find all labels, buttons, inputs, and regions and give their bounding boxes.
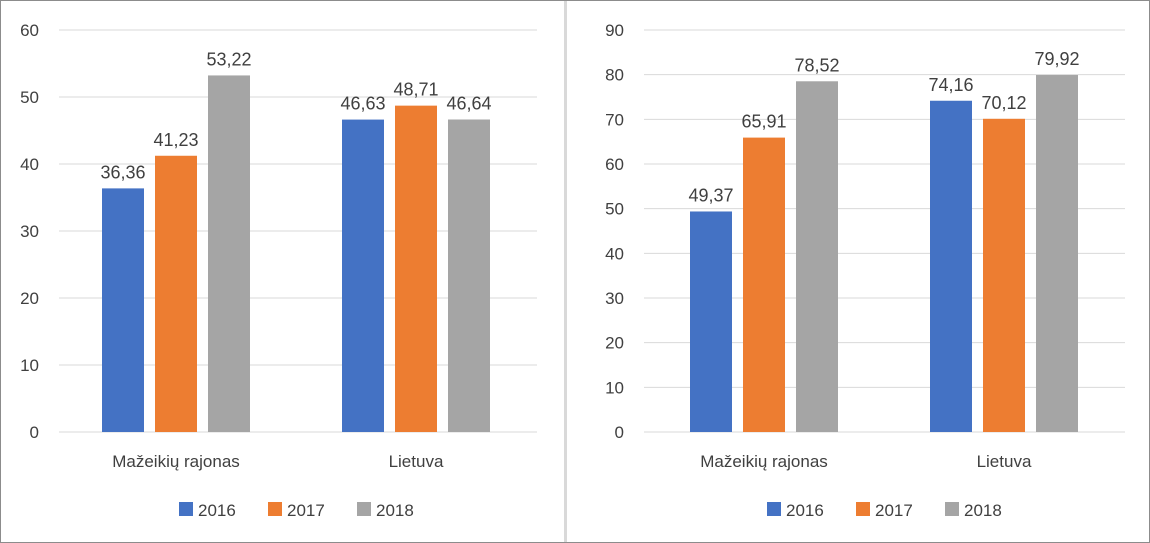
- data-label: 48,71: [393, 80, 438, 100]
- data-label: 79,92: [1034, 49, 1079, 69]
- bar-2017: [155, 155, 197, 432]
- data-label: 46,64: [446, 94, 491, 114]
- legend-swatch-2017: [856, 502, 870, 516]
- y-tick-label: 20: [20, 289, 39, 308]
- y-tick-label: 50: [20, 88, 39, 107]
- data-label: 46,63: [340, 94, 385, 114]
- legend-label: 2018: [964, 501, 1002, 520]
- legend-swatch-2018: [945, 502, 959, 516]
- legend-swatch-2016: [767, 502, 781, 516]
- data-label: 36,36: [100, 162, 145, 182]
- chart-left: 0 10 20 30 40 50 60 36,36 41,23 53,22 Mažeikių raj…: [1, 1, 564, 542]
- legend-label: 2016: [198, 501, 236, 520]
- legend-swatch-2016: [179, 502, 193, 516]
- legend-swatch-2018: [357, 502, 371, 516]
- legend-label: 2016: [786, 501, 824, 520]
- bar-2018: [208, 75, 250, 433]
- data-label: 49,37: [688, 185, 733, 205]
- data-label: 70,12: [981, 93, 1026, 113]
- x-category-label: Lietuva: [977, 452, 1032, 471]
- y-tick-label: 40: [20, 155, 39, 174]
- bar-2016: [102, 188, 144, 432]
- y-tick-label: 40: [605, 244, 624, 263]
- legend-label: 2017: [287, 501, 325, 520]
- data-label: 65,91: [741, 112, 786, 132]
- data-label: 41,23: [153, 130, 198, 150]
- y-tick-label: 10: [20, 356, 39, 375]
- legend-swatch-2017: [268, 502, 282, 516]
- chart-left-svg: 0 10 20 30 40 50 60 36,36 41,23 53,22 Mažeikių raj…: [20, 21, 537, 520]
- y-tick-label: 70: [605, 110, 624, 129]
- y-tick-label: 80: [605, 66, 624, 85]
- bar-2017: [743, 137, 785, 433]
- y-tick-label: 60: [605, 155, 624, 174]
- bar-2018: [796, 81, 838, 432]
- panel-divider: [564, 1, 567, 542]
- chart-right: 0 10 20 30 40 50 60 70 80 90 49,37 65,91 78,52 Mažeik…: [567, 1, 1149, 542]
- y-tick-label: 90: [605, 21, 624, 40]
- x-category-label: Lietuva: [389, 452, 444, 471]
- y-tick-label: 60: [20, 21, 39, 40]
- legend-label: 2017: [875, 501, 913, 520]
- bar-2016: [930, 100, 972, 432]
- y-tick-label: 30: [605, 289, 624, 308]
- bar-2016: [690, 211, 732, 432]
- x-category-label: Mažeikių rajonas: [112, 452, 240, 471]
- y-tick-label: 10: [605, 378, 624, 397]
- legend-label: 2018: [376, 501, 414, 520]
- bar-2016: [342, 119, 384, 432]
- bar-2018: [1036, 75, 1078, 433]
- y-tick-label: 0: [615, 423, 624, 442]
- x-category-label: Mažeikių rajonas: [700, 452, 828, 471]
- y-tick-label: 50: [605, 200, 624, 219]
- chart-right-svg: 0 10 20 30 40 50 60 70 80 90 49,37 65,91 78,52 Mažeik…: [605, 21, 1125, 520]
- y-tick-label: 20: [605, 334, 624, 353]
- data-label: 78,52: [794, 55, 839, 75]
- bar-2017: [395, 105, 437, 432]
- data-label: 53,22: [206, 49, 251, 69]
- bar-2018: [448, 119, 490, 433]
- data-label: 74,16: [928, 75, 973, 95]
- y-tick-label: 0: [30, 423, 39, 442]
- bar-2017: [983, 118, 1025, 432]
- y-tick-label: 30: [20, 222, 39, 241]
